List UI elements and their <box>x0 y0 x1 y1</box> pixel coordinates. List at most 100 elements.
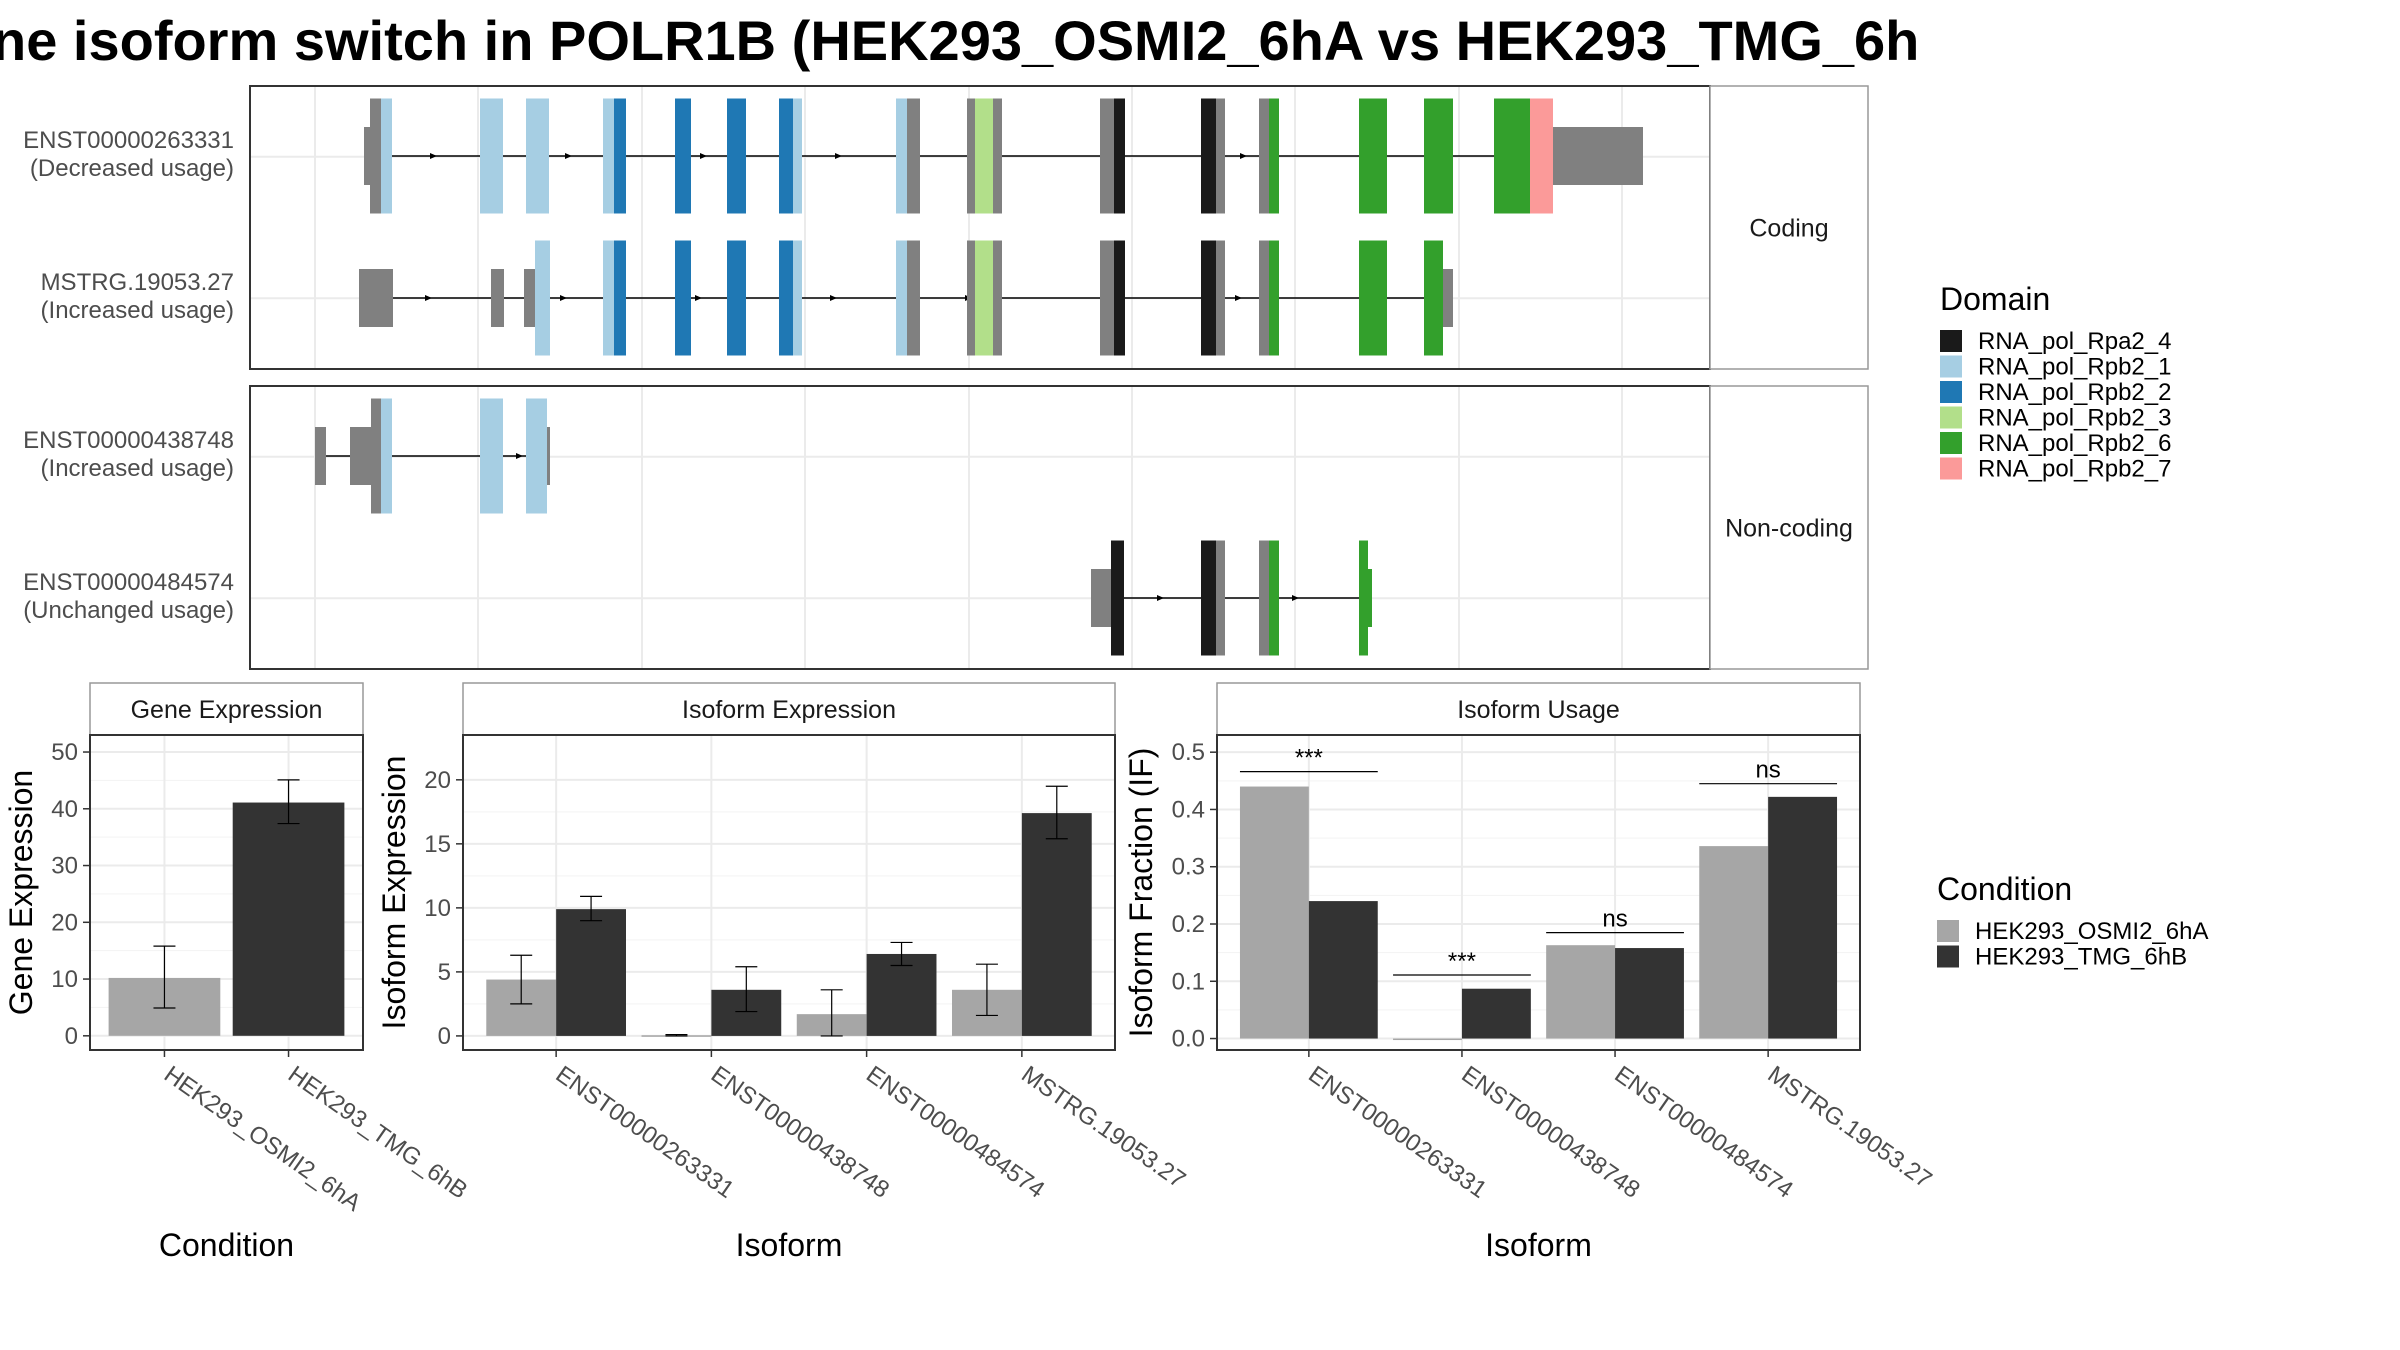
intron-arrow <box>835 153 842 159</box>
transcript-id-label: ENST00000263331 <box>23 127 234 154</box>
exon <box>603 98 614 214</box>
transcript-structure-panel: Coding Non-coding ENST00000263331(Decrease… <box>23 85 1869 670</box>
bar <box>1308 901 1378 1039</box>
exon <box>793 98 802 214</box>
exon <box>603 240 614 356</box>
legend-swatch <box>1940 457 1962 480</box>
legend-label: HEK293_OSMI2_6hA <box>1975 918 2208 945</box>
exon <box>526 398 547 514</box>
y-tick-label: 30 <box>51 853 78 880</box>
exon <box>993 98 1002 214</box>
intron-arrow <box>1157 595 1164 601</box>
exon <box>1443 269 1453 327</box>
exon <box>1216 240 1225 356</box>
exon <box>370 98 381 214</box>
facet-strip <box>1709 85 1869 370</box>
legend-label: RNA_pol_Rpb2_6 <box>1978 430 2171 457</box>
legend-title: Domain <box>1940 281 2050 317</box>
bar <box>1768 796 1838 1039</box>
exon <box>1553 127 1643 185</box>
chart-title-strip <box>1216 682 1861 736</box>
domain-legend: DomainRNA_pol_Rpa2_4RNA_pol_Rpb2_1RNA_po… <box>1940 281 2171 483</box>
intron-arrow <box>565 153 572 159</box>
exon <box>1269 240 1279 356</box>
exon <box>1259 240 1269 356</box>
exon <box>727 98 746 214</box>
legend-swatch <box>1940 406 1962 429</box>
exon <box>1201 540 1216 656</box>
exon <box>907 240 920 356</box>
x-tick-label: MSTRG.19053.27 <box>1016 1061 1190 1194</box>
exon <box>381 398 392 514</box>
y-tick-label: 40 <box>51 796 78 823</box>
bar <box>232 802 345 1036</box>
significance-label: *** <box>1448 948 1476 975</box>
bar <box>866 953 937 1036</box>
exon <box>1216 98 1225 214</box>
exon <box>614 240 626 356</box>
y-axis-title: Gene Expression <box>3 770 39 1015</box>
exon <box>359 269 393 327</box>
transcript-id-label: ENST00000438748 <box>23 427 234 454</box>
y-tick-label: 0.5 <box>1172 739 1205 766</box>
chart-title: Gene Expression <box>131 696 323 724</box>
legend-title: Condition <box>1937 871 2072 907</box>
chart-title-strip <box>89 682 364 736</box>
exon <box>1259 540 1269 656</box>
intron-arrow <box>695 295 702 301</box>
intron-arrow <box>1292 595 1299 601</box>
chart-title: Isoform Expression <box>682 696 896 724</box>
legend-label: RNA_pol_Rpb2_1 <box>1978 354 2171 381</box>
exon <box>1091 569 1111 627</box>
isoform-usage-chart: Isoform Usage *** *** ns ns 0.0 0.1 0.2 0.3 0.4 0.… <box>1123 682 1937 1263</box>
exon <box>1201 98 1216 214</box>
y-tick-label: 0 <box>65 1023 78 1050</box>
intron-arrow <box>430 153 437 159</box>
legend-swatch <box>1940 432 1962 454</box>
exon <box>364 127 371 185</box>
facet-label: Non-coding <box>1725 515 1853 543</box>
x-tick-label: HEK293_OSMI2_6hA <box>159 1061 366 1217</box>
y-tick-label: 0.3 <box>1172 854 1205 881</box>
y-tick-label: 10 <box>51 966 78 993</box>
exon <box>1201 240 1216 356</box>
intron-arrow <box>1235 295 1242 301</box>
exon <box>1111 540 1124 656</box>
significance-label: ns <box>1755 757 1780 784</box>
transcript-usage-label: (Increased usage) <box>41 455 234 482</box>
exon <box>975 98 993 214</box>
bar <box>1461 988 1531 1039</box>
y-tick-label: 20 <box>51 909 78 936</box>
figure-title: ne isoform switch in POLR1B (HEK293_OSMI… <box>0 9 1919 72</box>
y-axis-title: Isoform Expression <box>376 756 412 1030</box>
isoform-expression-chart: Isoform Expression05101520ENST0000026333… <box>376 682 1190 1263</box>
intron-arrow <box>516 453 523 459</box>
legend-label: RNA_pol_Rpb2_3 <box>1978 405 2171 432</box>
plot-border <box>1216 734 1861 1051</box>
legend-label: RNA_pol_Rpb2_2 <box>1978 379 2171 406</box>
exon <box>350 427 371 485</box>
y-axis-title: Isoform Fraction (IF) <box>1123 748 1159 1038</box>
exon <box>1259 98 1269 214</box>
legend-swatch <box>1937 945 1959 968</box>
y-tick-label: 0.2 <box>1172 911 1205 938</box>
exon <box>381 98 392 214</box>
y-tick-label: 0 <box>438 1023 451 1050</box>
structure-panel-border <box>249 385 1711 670</box>
bar <box>1021 813 1092 1036</box>
exon <box>1359 98 1387 214</box>
exon <box>675 240 691 356</box>
exon <box>371 398 381 514</box>
y-tick-label: 20 <box>424 767 451 794</box>
bar <box>1239 786 1309 1039</box>
exon <box>491 269 504 327</box>
legend-swatch <box>1940 381 1962 403</box>
intron-arrow <box>425 295 432 301</box>
exon <box>675 98 691 214</box>
exon <box>967 98 975 214</box>
exon <box>993 240 1002 356</box>
exon <box>907 98 920 214</box>
exon <box>779 240 793 356</box>
bar <box>1393 1038 1462 1041</box>
y-tick-label: 0.0 <box>1172 1026 1205 1053</box>
